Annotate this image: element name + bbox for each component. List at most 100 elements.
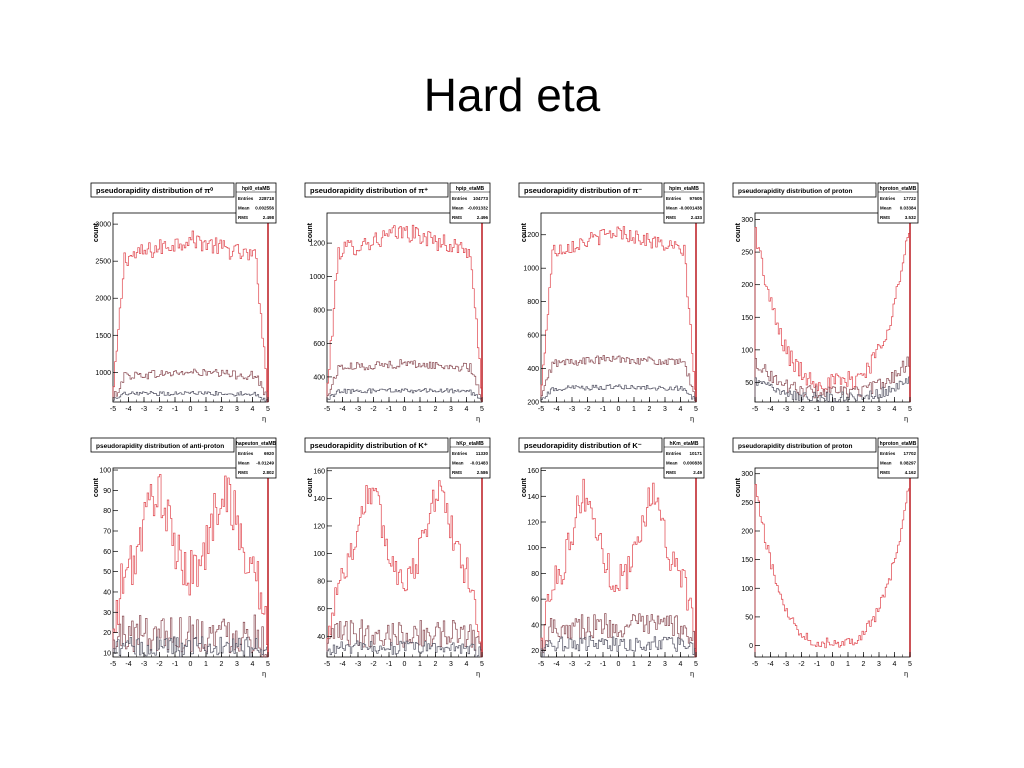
x-tick-label: -2	[370, 406, 376, 413]
y-tick-label: 80	[531, 571, 539, 578]
stats-key: RMS	[452, 215, 462, 220]
histogram-series-tertiary	[540, 384, 697, 402]
stats-box	[663, 182, 705, 224]
histogram-series-secondary	[540, 355, 697, 402]
title-box	[90, 182, 235, 198]
stats-key: Mean	[666, 461, 678, 466]
histogram-series-primary	[540, 478, 697, 657]
x-tick-label: -3	[141, 661, 147, 668]
x-tick-label: 3	[235, 661, 239, 668]
x-tick-label: 2	[648, 661, 652, 668]
stats-key: Entries	[238, 451, 254, 456]
histogram-series-secondary	[326, 359, 483, 402]
histogram-panel: -5 -4 -3 -2 -1 0 1 2 3 4 5 400 600 800 1000 1200 η count p…	[304, 182, 491, 423]
y-axis-label: count	[735, 477, 742, 497]
panel-title: pseudorapidity distribution of K⁺	[310, 441, 428, 450]
y-tick-label: 80	[317, 579, 325, 586]
histogram-series-primary	[754, 227, 911, 402]
stats-name: hproton_etaMB	[880, 186, 917, 192]
stats-value: 6920	[264, 451, 275, 456]
x-tick-label: 0	[617, 406, 621, 413]
x-tick-label: -5	[324, 661, 330, 668]
x-tick-label: -4	[767, 406, 773, 413]
stats-name: hKm_etaMB	[670, 441, 699, 447]
y-axis-label: count	[735, 222, 742, 242]
x-tick-label: -2	[370, 661, 376, 668]
y-tick-label: 100	[527, 545, 539, 552]
stats-key: RMS	[880, 215, 890, 220]
histogram-panel: -5 -4 -3 -2 -1 0 1 2 3 4 5 10 20 30 40 50 60 70 80 90 100 η co…	[90, 437, 277, 678]
x-tick-label: -1	[386, 406, 392, 413]
y-tick-label: 1200	[309, 241, 325, 248]
stats-value: 97605	[689, 196, 702, 201]
plot-frame	[754, 212, 911, 403]
x-tick-label: -4	[553, 406, 559, 413]
y-tick-label: 40	[103, 589, 111, 596]
histogram-panel: -5 -4 -3 -2 -1 0 1 2 3 4 5 20 40 60 80 100 120 140 160 η cou…	[518, 437, 705, 678]
stats-key: Entries	[666, 451, 682, 456]
y-tick-label: 250	[741, 500, 753, 507]
stats-value: 2.586	[477, 470, 489, 475]
y-tick-label: 1200	[523, 232, 539, 239]
stats-value: 4.162	[905, 470, 917, 475]
y-tick-label: 1500	[95, 333, 111, 340]
x-tick-label: 4	[465, 406, 469, 413]
x-tick-label: 1	[632, 406, 636, 413]
stats-box	[449, 182, 491, 224]
title-box	[304, 437, 449, 453]
x-axis-label: η	[904, 671, 908, 678]
stats-key: Entries	[880, 451, 896, 456]
x-tick-label: -3	[783, 661, 789, 668]
x-axis-label: η	[904, 416, 908, 423]
histogram-series-tertiary	[326, 640, 483, 658]
x-tick-label: 3	[877, 406, 881, 413]
slide-title: Hard eta	[423, 69, 601, 121]
stats-value: 11330	[476, 451, 489, 456]
x-tick-label: 5	[266, 406, 270, 413]
y-tick-label: 400	[527, 366, 539, 373]
x-tick-label: -1	[814, 406, 820, 413]
histogram-panel: -5 -4 -3 -2 -1 0 1 2 3 4 5050100150200250300ηcount…	[732, 437, 919, 678]
y-tick-label: 160	[313, 468, 325, 475]
x-tick-label: 5	[694, 406, 698, 413]
stats-value: 0.08297	[900, 461, 917, 466]
x-tick-label: 4	[465, 661, 469, 668]
x-tick-label: 0	[617, 661, 621, 668]
x-tick-label: 2	[220, 661, 224, 668]
stats-name: hapeuton_etaMB	[236, 441, 277, 447]
x-tick-label: -2	[798, 661, 804, 668]
y-tick-label: 250	[741, 250, 753, 257]
x-tick-label: 2	[434, 406, 438, 413]
histogram-series-primary	[112, 474, 269, 657]
histogram-series-secondary	[540, 613, 696, 658]
x-tick-label: -4	[339, 406, 345, 413]
histogram-series-secondary	[112, 368, 268, 403]
stats-value: 10171	[689, 451, 702, 456]
y-tick-label: 70	[103, 529, 111, 536]
x-axis-label: η	[262, 416, 266, 423]
histogram-panel: -5 -4 -3 -2 -1 0 1 2 3 4 5 40 60 80 100 120 140 160 η count…	[304, 437, 491, 678]
y-tick-label: 120	[527, 520, 539, 527]
x-tick-label: 4	[251, 406, 255, 413]
y-tick-label: 800	[527, 299, 539, 306]
x-tick-label: 3	[449, 406, 453, 413]
y-tick-label: 120	[313, 523, 325, 530]
x-tick-label: -1	[600, 661, 606, 668]
y-tick-label: 2000	[95, 296, 111, 303]
x-tick-label: 1	[846, 406, 850, 413]
x-tick-label: 3	[449, 661, 453, 668]
x-tick-label: -5	[324, 406, 330, 413]
stats-key: RMS	[238, 470, 248, 475]
stats-box	[877, 182, 919, 224]
y-tick-label: 60	[317, 606, 325, 613]
histogram-series-secondary	[112, 614, 268, 658]
x-tick-label: 2	[434, 661, 438, 668]
stats-value: 2.49	[693, 470, 702, 475]
stats-key: Entries	[452, 196, 468, 201]
y-tick-label: 20	[531, 648, 539, 655]
plot-frame	[112, 212, 269, 403]
title-box	[732, 437, 877, 453]
x-tick-label: 2	[648, 406, 652, 413]
x-tick-label: 3	[663, 661, 667, 668]
y-axis-label: count	[307, 477, 314, 497]
